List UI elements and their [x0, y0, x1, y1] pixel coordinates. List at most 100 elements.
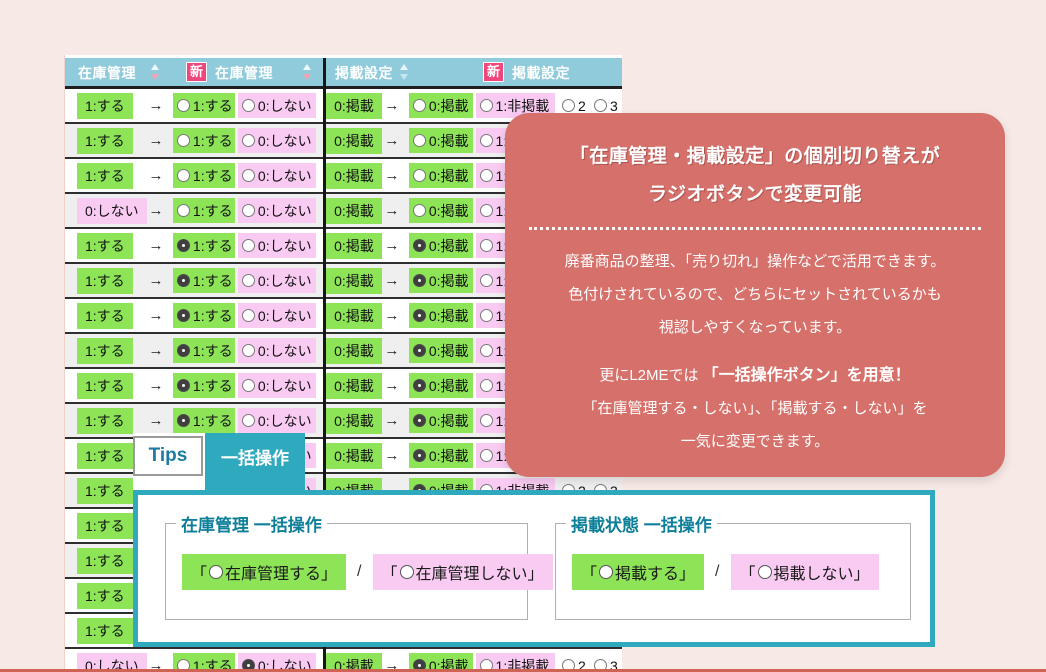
- radio-icon[interactable]: [241, 414, 255, 427]
- radio-icon[interactable]: [176, 379, 190, 392]
- radio-option[interactable]: 0:しない: [237, 268, 316, 293]
- sort-icon[interactable]: [400, 64, 409, 80]
- radio-icon[interactable]: [241, 379, 255, 392]
- sort-icon[interactable]: [303, 64, 312, 80]
- radio-option[interactable]: 0:掲載: [408, 408, 473, 433]
- radio-option[interactable]: 1:する: [172, 163, 235, 188]
- radio-icon[interactable]: [176, 134, 190, 147]
- radio-icon[interactable]: [412, 344, 426, 357]
- radio-icon[interactable]: [241, 309, 255, 322]
- radio-option[interactable]: 0:掲載: [408, 233, 473, 258]
- radio-icon[interactable]: [241, 274, 255, 287]
- radio-label: 1:する: [192, 342, 233, 359]
- radio-option[interactable]: 0:掲載: [408, 303, 473, 328]
- radio-option[interactable]: 1:する: [172, 338, 235, 363]
- radio-icon[interactable]: [412, 204, 426, 217]
- radio-option[interactable]: 1:非掲載: [475, 653, 555, 672]
- radio-icon[interactable]: [479, 169, 493, 182]
- radio-option[interactable]: 1:する: [172, 303, 235, 328]
- radio-icon[interactable]: [594, 99, 607, 112]
- radio-option[interactable]: 1:する: [172, 268, 235, 293]
- radio-icon[interactable]: [479, 239, 493, 252]
- radio-option[interactable]: 0:掲載: [408, 128, 473, 153]
- radio-icon[interactable]: [412, 239, 426, 252]
- radio-icon[interactable]: [241, 239, 255, 252]
- radio-option[interactable]: 0:掲載: [408, 338, 473, 363]
- radio-icon[interactable]: [479, 274, 493, 287]
- radio-icon[interactable]: [412, 309, 426, 322]
- tab-batch-operation[interactable]: 一括操作: [205, 433, 305, 491]
- sort-icon[interactable]: [151, 64, 160, 80]
- radio-icon[interactable]: [479, 134, 493, 147]
- radio-icon[interactable]: [241, 204, 255, 217]
- radio-option[interactable]: 0:掲載: [408, 268, 473, 293]
- radio-label: 0:掲載: [428, 167, 469, 184]
- radio-icon[interactable]: [599, 565, 614, 579]
- stock-current-cell: 1:する: [77, 617, 148, 644]
- radio-option[interactable]: 0:しない: [237, 93, 316, 118]
- radio-option[interactable]: 0:掲載: [408, 198, 473, 223]
- radio-icon[interactable]: [479, 379, 493, 392]
- stock-manage-on-button[interactable]: 「 在庫管理する 」: [182, 554, 347, 590]
- bracket: 「: [581, 566, 598, 583]
- radio-icon[interactable]: [412, 274, 426, 287]
- radio-icon[interactable]: [479, 449, 493, 462]
- radio-icon[interactable]: [241, 344, 255, 357]
- radio-icon[interactable]: [176, 99, 190, 112]
- radio-option[interactable]: 0:掲載: [408, 373, 473, 398]
- radio-icon[interactable]: [479, 344, 493, 357]
- radio-icon[interactable]: [241, 134, 255, 147]
- radio-option[interactable]: 0:しない: [237, 198, 316, 223]
- radio-option[interactable]: 2: [558, 93, 587, 118]
- radio-icon[interactable]: [479, 99, 493, 112]
- publish-current-value: 0:掲載: [326, 302, 382, 329]
- radio-icon[interactable]: [412, 414, 426, 427]
- radio-option[interactable]: 0:しない: [237, 408, 316, 433]
- radio-option[interactable]: 0:しない: [237, 653, 316, 672]
- radio-option[interactable]: 0:しない: [237, 233, 316, 258]
- radio-icon[interactable]: [412, 134, 426, 147]
- radio-option[interactable]: 1:する: [172, 198, 235, 223]
- radio-icon[interactable]: [757, 565, 772, 579]
- radio-icon[interactable]: [176, 274, 190, 287]
- radio-option[interactable]: 1:する: [172, 408, 235, 433]
- radio-icon[interactable]: [479, 414, 493, 427]
- publish-on-button[interactable]: 「 掲載する 」: [572, 554, 705, 590]
- radio-option[interactable]: 0:しない: [237, 303, 316, 328]
- radio-option[interactable]: 3: [590, 93, 619, 118]
- radio-icon[interactable]: [176, 344, 190, 357]
- radio-option[interactable]: 1:する: [172, 653, 235, 672]
- radio-icon[interactable]: [176, 414, 190, 427]
- stock-manage-off-button[interactable]: 「 在庫管理しない 」: [372, 554, 553, 590]
- radio-option[interactable]: 1:する: [172, 128, 235, 153]
- radio-option[interactable]: 0:しない: [237, 163, 316, 188]
- radio-option[interactable]: 0:しない: [237, 128, 316, 153]
- radio-icon[interactable]: [176, 169, 190, 182]
- radio-option[interactable]: 0:掲載: [408, 653, 473, 672]
- radio-option[interactable]: 1:する: [172, 93, 235, 118]
- radio-option[interactable]: 1:する: [172, 373, 235, 398]
- radio-option[interactable]: 1:する: [172, 233, 235, 258]
- radio-option[interactable]: 0:掲載: [408, 93, 473, 118]
- info-card-paragraph: 更にL2MEでは 「一括操作ボタン」を用意！ 「在庫管理する・しない」、「掲載す…: [582, 367, 928, 450]
- radio-icon[interactable]: [241, 169, 255, 182]
- radio-icon[interactable]: [562, 99, 575, 112]
- radio-option[interactable]: 0:掲載: [408, 443, 473, 468]
- radio-icon[interactable]: [176, 239, 190, 252]
- radio-icon[interactable]: [412, 169, 426, 182]
- radio-icon[interactable]: [399, 565, 414, 579]
- radio-icon[interactable]: [412, 379, 426, 392]
- publish-off-button[interactable]: 「 掲載しない 」: [730, 554, 879, 590]
- radio-icon[interactable]: [479, 204, 493, 217]
- radio-icon[interactable]: [176, 204, 190, 217]
- radio-icon[interactable]: [241, 99, 255, 112]
- radio-icon[interactable]: [479, 309, 493, 322]
- radio-icon[interactable]: [412, 99, 426, 112]
- radio-icon[interactable]: [209, 565, 224, 579]
- tab-tips[interactable]: Tips: [133, 436, 203, 476]
- radio-icon[interactable]: [412, 449, 426, 462]
- radio-option[interactable]: 0:しない: [237, 373, 316, 398]
- radio-option[interactable]: 0:掲載: [408, 163, 473, 188]
- radio-option[interactable]: 0:しない: [237, 338, 316, 363]
- radio-icon[interactable]: [176, 309, 190, 322]
